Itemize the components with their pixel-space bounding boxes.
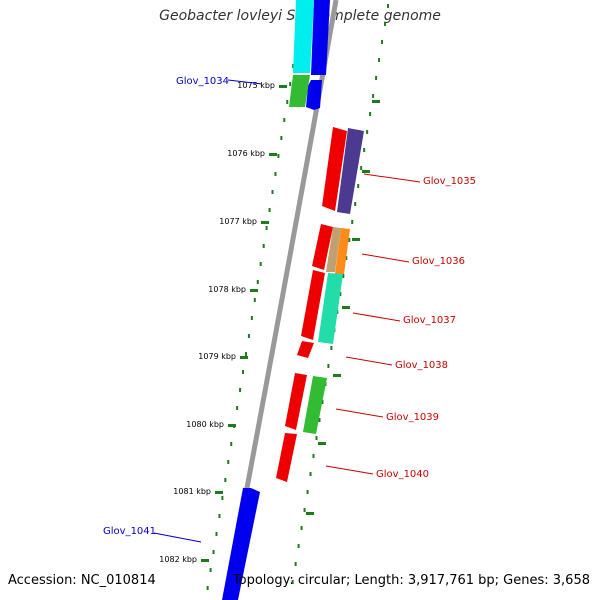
gene-label-leader-line [361,253,410,263]
outer-tick-track-right [291,4,389,584]
gene-label[interactable]: Glov_1040 [376,469,429,480]
kbp-tick-mark-right [352,238,360,241]
kbp-tick-mark-right [362,170,370,173]
gene-label-leader-line [345,356,393,366]
gene-label[interactable]: Glov_1038 [395,360,448,371]
gene-cds-forward[interactable] [222,488,260,600]
gene-feature-green[interactable] [289,75,310,107]
kbp-tick-mark [240,356,248,359]
gene-feature-teal[interactable] [318,273,343,344]
gene-cds-reverse[interactable] [285,373,307,430]
kbp-tick-mark-right [318,442,326,445]
kbp-tick-mark [228,424,236,427]
gene-feature-green[interactable] [303,376,327,434]
gene-cds-reverse[interactable] [301,270,325,340]
gene-cds-forward[interactable] [311,0,330,75]
gene-label[interactable]: Glov_1035 [423,176,476,187]
kbp-tick-label: 1076 kbp [227,149,265,158]
gene-label-leader-line [352,312,401,322]
gene-feature-tan[interactable] [326,227,341,272]
kbp-tick-mark-right [306,512,314,515]
kbp-tick-mark [279,85,287,88]
gene-label[interactable]: Glov_1041 [103,526,156,537]
gene-label-leader-line [153,532,202,543]
gene-cds-forward[interactable] [306,80,322,110]
gene-feature-purple[interactable] [337,128,364,214]
kbp-tick-mark-right [333,374,341,377]
gene-cds-reverse[interactable] [322,127,347,211]
accession-text: Accession: NC_010814 [8,573,156,588]
kbp-tick-mark [261,221,269,224]
kbp-tick-mark-right [342,306,350,309]
kbp-tick-label: 1082 kbp [159,555,197,564]
gene-label[interactable]: Glov_1034 [176,76,229,87]
kbp-tick-label: 1079 kbp [198,352,236,361]
gene-cds-reverse[interactable] [297,341,314,358]
genome-summary-text: Topology: circular; Length: 3,917,761 bp… [232,573,590,588]
kbp-tick-mark-right [372,100,380,103]
kbp-tick-mark [269,153,277,156]
gene-label-leader-line [363,173,421,183]
gene-cds-reverse[interactable] [312,224,333,270]
gene-label-leader-line [335,408,384,418]
gene-label[interactable]: Glov_1037 [403,315,456,326]
kbp-tick-label: 1081 kbp [173,487,211,496]
outer-tick-track-left [206,10,303,590]
kbp-tick-label: 1080 kbp [186,420,224,429]
gene-feature-cyan[interactable] [293,0,314,73]
gene-cds-reverse[interactable] [276,433,297,482]
kbp-tick-mark [201,559,209,562]
gene-label-leader-line [227,79,263,85]
gene-feature-orange[interactable] [335,228,350,274]
kbp-tick-mark [250,289,258,292]
kbp-tick-mark [215,491,223,494]
gene-label[interactable]: Glov_1039 [386,412,439,423]
gene-label-leader-line [325,465,374,475]
kbp-tick-label: 1075 kbp [237,81,275,90]
kbp-tick-label: 1078 kbp [208,285,246,294]
kbp-tick-label: 1077 kbp [219,217,257,226]
gene-label[interactable]: Glov_1036 [412,256,465,267]
